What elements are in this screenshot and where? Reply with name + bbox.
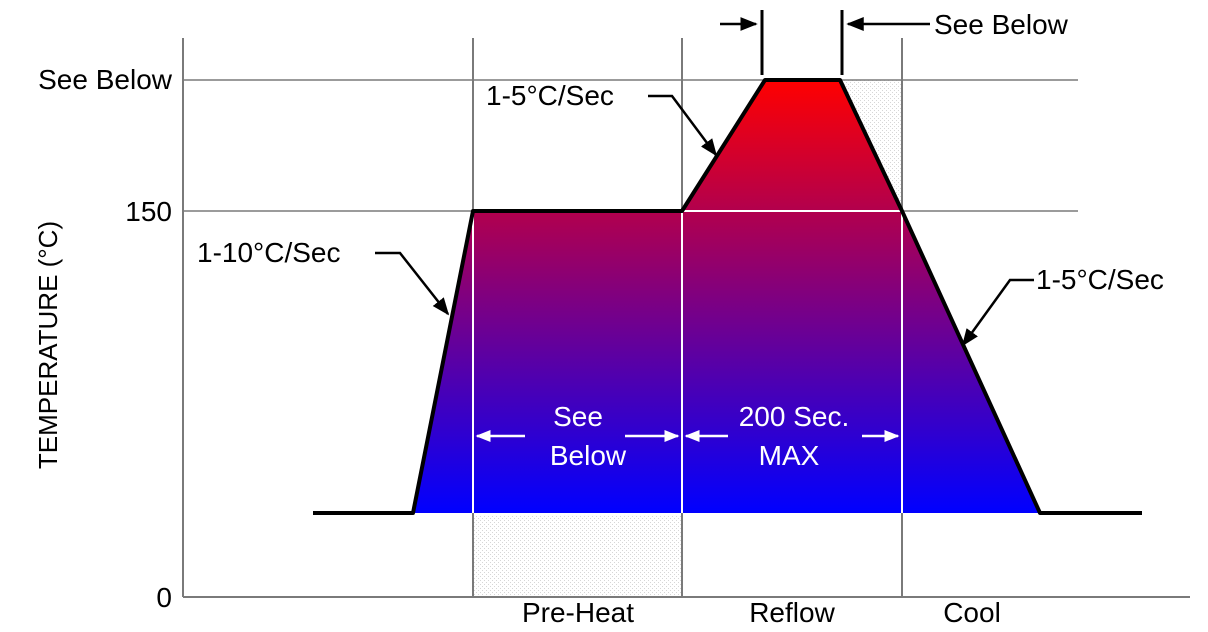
cool-rate-label: 1-5°C/Sec [1036,264,1164,295]
profile-gradient-area [413,80,1040,513]
preheat-time-line1: See [553,401,603,432]
ramp-up-leader [375,251,450,316]
top-dwell-label: See Below [934,9,1069,40]
reflow-ramp-rate-label: 1-5°C/Sec [486,80,614,111]
y-tick-150: 150 [125,196,172,227]
preheat-zone-shading [473,515,682,597]
reflow-ramp-leader [648,94,718,157]
reflow-time-line1: 200 Sec. [739,401,850,432]
phase-label-preheat: Pre-Heat [522,597,634,628]
phase-label-reflow: Reflow [749,597,835,628]
temperature-profile-line [313,78,1142,515]
ramp-up-rate-label: 1-10°C/Sec [197,237,341,268]
y-tick-peak: See Below [38,64,173,95]
y-tick-0: 0 [156,582,172,613]
phase-label-cool: Cool [943,597,1001,628]
reflow-time-line2: MAX [759,440,820,471]
preheat-time-line2: Below [550,440,627,471]
y-axis-label: TEMPERATURE (°C) [33,221,63,469]
cool-rate-leader [961,278,1034,347]
